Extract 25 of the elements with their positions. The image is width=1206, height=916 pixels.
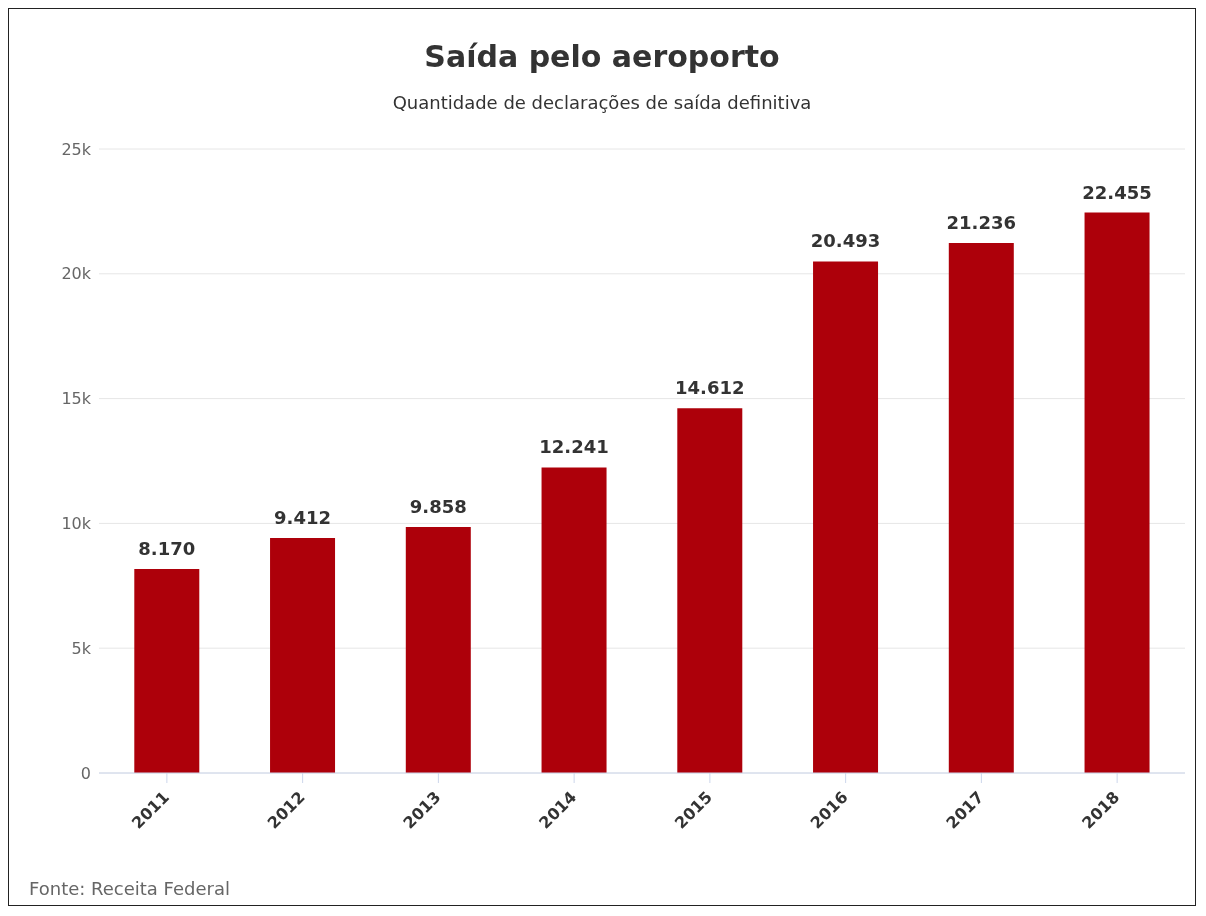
data-label: 9.412: [274, 507, 332, 529]
y-tick-label: 25k: [61, 139, 92, 159]
data-label: 21.236: [946, 211, 1017, 233]
y-tick-label: 10k: [61, 514, 92, 534]
y-tick-label: 5k: [71, 638, 92, 658]
bar: [948, 242, 1014, 773]
bar: [270, 538, 336, 773]
y-tick-label: 0: [80, 763, 91, 783]
data-label: 14.612: [675, 377, 745, 399]
data-label: 8.170: [138, 538, 196, 560]
data-label: 22.455: [1082, 181, 1152, 203]
data-label: 9.858: [409, 495, 467, 517]
bar: [813, 261, 879, 773]
bar: [541, 467, 607, 773]
bar: [1084, 212, 1150, 773]
y-tick-label: 20k: [61, 264, 92, 284]
y-tick-label: 15k: [61, 389, 92, 409]
source-note: Fonte: Receita Federal: [29, 878, 230, 899]
bar: [677, 408, 743, 773]
chart-subtitle: Quantidade de declarações de saída definitiva: [391, 92, 813, 113]
data-label: 20.493: [810, 230, 881, 252]
chart-title: Saída pelo aeroporto: [423, 39, 781, 74]
bar: [405, 526, 471, 773]
data-label: 12.241: [539, 436, 609, 458]
bar: [134, 569, 200, 773]
